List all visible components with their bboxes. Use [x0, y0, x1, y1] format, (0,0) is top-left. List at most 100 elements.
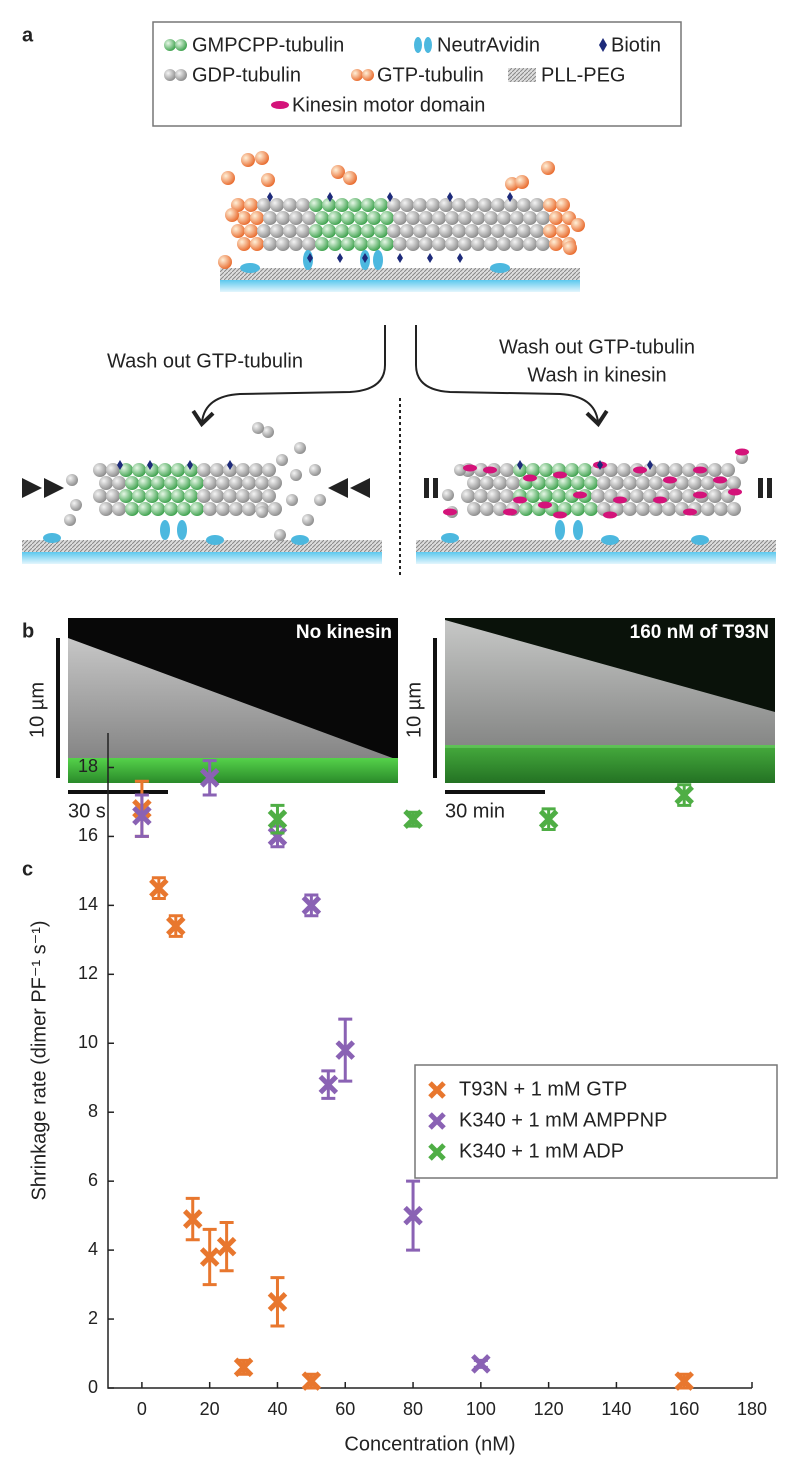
- tubulin: [263, 211, 277, 225]
- tubulin: [591, 489, 605, 503]
- tubulin: [523, 211, 537, 225]
- tubulin: [262, 489, 276, 503]
- tubulin: [268, 476, 282, 490]
- tubulin: [445, 237, 459, 251]
- kinesin: [633, 466, 647, 474]
- tubulin: [236, 463, 250, 477]
- tubulin: [530, 224, 544, 238]
- tubulin: [721, 463, 735, 477]
- step-text: Wash out GTP-tubulin: [499, 336, 695, 358]
- x-tick-label: 160: [669, 1399, 699, 1419]
- tubulin: [184, 489, 198, 503]
- tubulin: [210, 489, 224, 503]
- kinesin: [728, 488, 742, 496]
- tubulin: [286, 494, 298, 506]
- biotin: [362, 253, 368, 263]
- tubulin: [497, 211, 511, 225]
- tubulin: [604, 463, 618, 477]
- kinesin: [693, 491, 707, 499]
- tubulin: [177, 476, 191, 490]
- kinesin: [513, 496, 527, 504]
- marker: [267, 826, 288, 847]
- marker: [301, 1371, 322, 1391]
- tubulin: [263, 237, 277, 251]
- tubulin: [249, 463, 263, 477]
- tubulin: [484, 211, 498, 225]
- tubulin: [549, 211, 563, 225]
- biotin: [447, 192, 453, 202]
- tubulin: [262, 463, 276, 477]
- marker: [166, 916, 186, 936]
- y-tick-label: 18: [78, 756, 98, 776]
- tubulin: [458, 211, 472, 225]
- tubulin: [125, 502, 139, 516]
- biotin: [507, 192, 513, 202]
- tubulin: [656, 463, 670, 477]
- tubulin: [610, 476, 624, 490]
- legend-text: PLL-PEG: [541, 64, 625, 86]
- kinesin: [693, 466, 707, 474]
- scale-label: 10 µm: [403, 682, 425, 738]
- tubulin: [669, 489, 683, 503]
- tubulin: [99, 476, 113, 490]
- tubulin: [335, 224, 349, 238]
- kinesin: [653, 496, 667, 504]
- tubulin: [539, 489, 553, 503]
- tubulin: [335, 198, 349, 212]
- neutravidin: [240, 263, 260, 273]
- tubulin: [237, 237, 251, 251]
- panel-label: c: [22, 858, 33, 880]
- tubulin: [309, 224, 323, 238]
- tubulin: [99, 502, 113, 516]
- tubulin: [229, 476, 243, 490]
- x-tick-label: 100: [466, 1399, 496, 1419]
- tubulin: [452, 198, 466, 212]
- tubulin: [491, 198, 505, 212]
- tubulin: [426, 198, 440, 212]
- tubulin: [256, 506, 268, 518]
- tubulin: [296, 224, 310, 238]
- tubulin: [289, 211, 303, 225]
- x-tick-label: 40: [267, 1399, 287, 1419]
- neutravidin: [160, 520, 170, 540]
- tubulin: [341, 237, 355, 251]
- tubulin: [727, 476, 741, 490]
- y-tick-label: 0: [88, 1377, 98, 1397]
- y-tick-label: 6: [88, 1170, 98, 1190]
- tubulin: [361, 198, 375, 212]
- tubulin: [461, 489, 475, 503]
- tubulin: [171, 489, 185, 503]
- tubulin: [276, 237, 290, 251]
- tubulin: [536, 237, 550, 251]
- tubulin: [545, 476, 559, 490]
- tubulin: [442, 489, 454, 501]
- tubulin: [367, 237, 381, 251]
- tubulin: [400, 198, 414, 212]
- tubulin: [432, 211, 446, 225]
- tubulin: [261, 173, 275, 187]
- tubulin: [328, 211, 342, 225]
- legend-marker: [428, 1081, 446, 1099]
- kinesin: [603, 511, 617, 519]
- tubulin: [504, 224, 518, 238]
- tubulin: [439, 198, 453, 212]
- tubulin: [255, 151, 269, 165]
- tubulin: [623, 476, 637, 490]
- tubulin: [229, 502, 243, 516]
- tubulin: [467, 476, 481, 490]
- tubulin: [341, 211, 355, 225]
- marker: [471, 1354, 491, 1374]
- tubulin: [315, 211, 329, 225]
- tubulin: [500, 463, 514, 477]
- tubulin: [662, 502, 676, 516]
- tubulin: [454, 464, 466, 476]
- tubulin: [406, 237, 420, 251]
- tubulin: [493, 476, 507, 490]
- legend-text: GTP-tubulin: [377, 64, 484, 86]
- tubulin: [682, 489, 696, 503]
- tubulin: [465, 198, 479, 212]
- tubulin: [151, 476, 165, 490]
- tubulin: [400, 224, 414, 238]
- tubulin: [510, 237, 524, 251]
- kinesin: [735, 448, 749, 456]
